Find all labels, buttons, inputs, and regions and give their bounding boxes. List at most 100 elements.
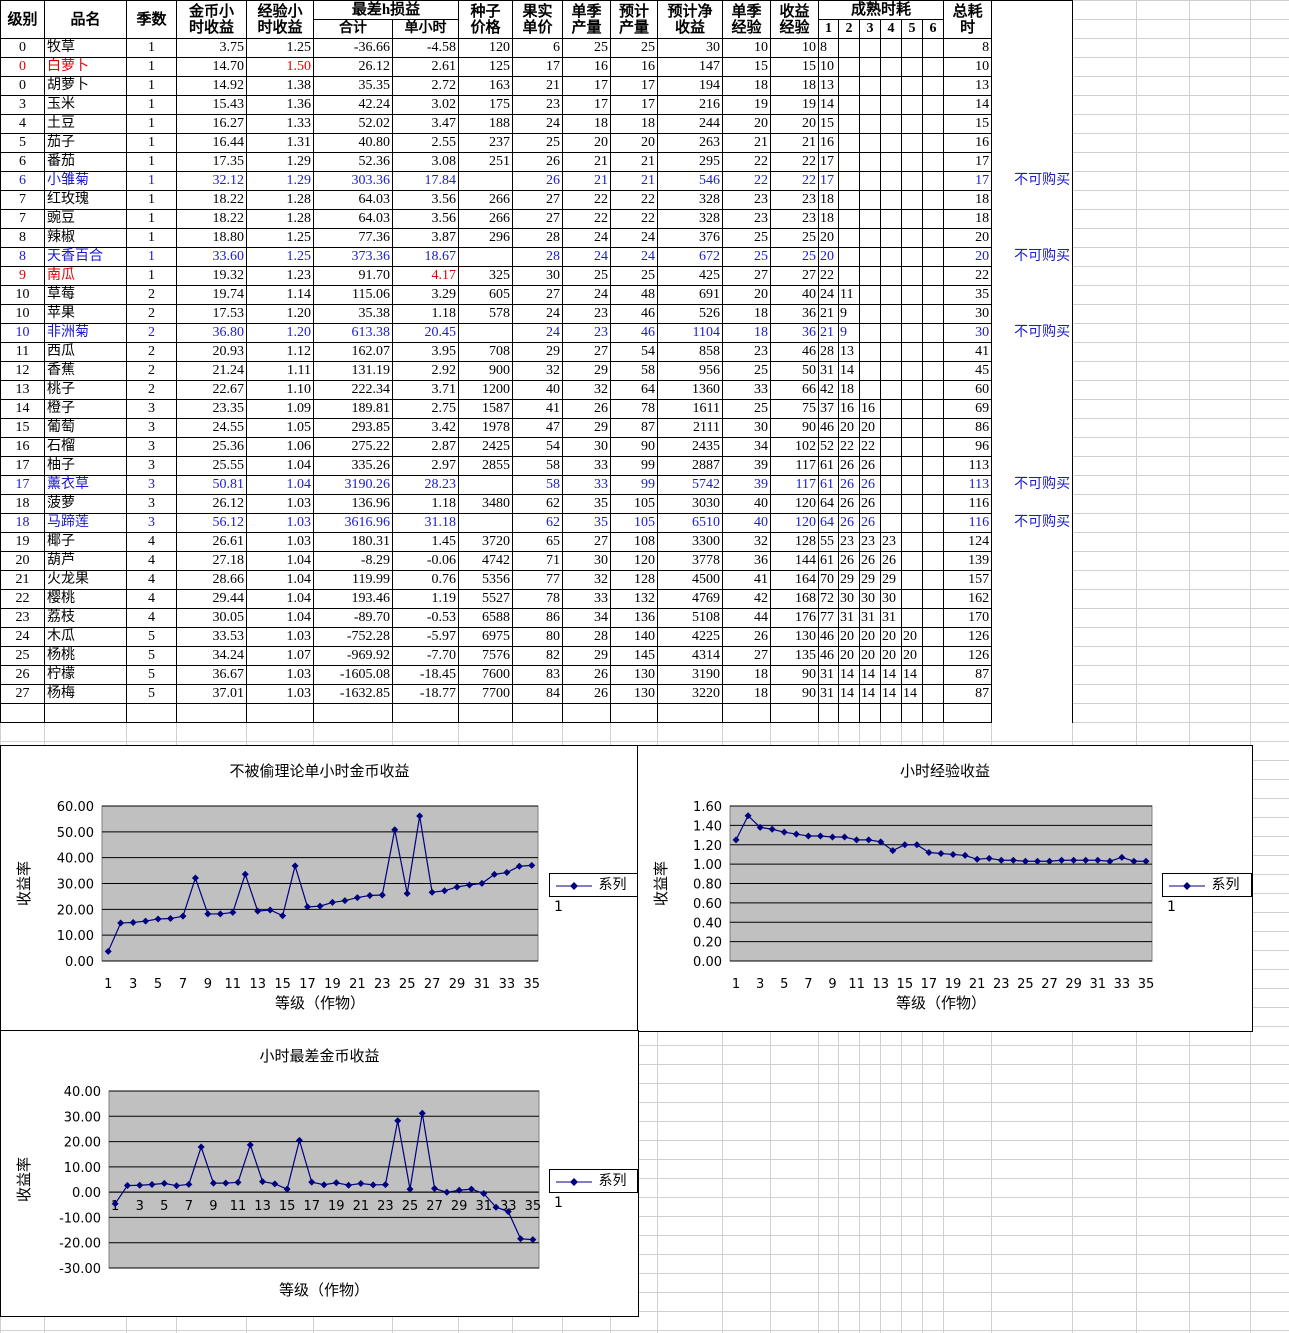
cell-est-yield[interactable]: 22 [610, 209, 658, 229]
cell-worst-hour[interactable]: 4.17 [392, 266, 459, 286]
cell-season-yield[interactable]: 29 [562, 646, 611, 666]
cell-ripen-4[interactable]: 31 [880, 608, 902, 628]
cell-name[interactable]: 茄子 [44, 133, 127, 153]
cell-worst-hour[interactable]: 3.87 [392, 228, 459, 248]
cell-seed-price[interactable] [458, 513, 513, 533]
header-worst-total[interactable]: 合计 [313, 19, 393, 39]
cell-season-exp[interactable]: 44 [722, 608, 771, 628]
cell-ripen-2[interactable] [838, 209, 860, 229]
cell-total-time[interactable]: 14 [943, 95, 993, 115]
cell-seasons[interactable]: 1 [126, 57, 177, 77]
cell-level[interactable]: 12 [0, 361, 45, 381]
cell-total-time[interactable]: 17 [943, 171, 993, 191]
cell-ripen-3[interactable] [859, 247, 881, 267]
cell-season-exp[interactable]: 18 [722, 665, 771, 685]
cell-gold-hour[interactable]: 14.92 [176, 76, 247, 96]
cell-ripen-1[interactable]: 28 [818, 342, 839, 362]
cell-ripen-1[interactable]: 31 [818, 684, 839, 704]
cell-gain-exp[interactable]: 23 [770, 209, 819, 229]
cell-seasons[interactable]: 1 [126, 152, 177, 172]
cell-ripen-2[interactable]: 11 [838, 285, 860, 305]
cell-exp-hour[interactable]: 1.06 [246, 437, 314, 457]
cell-est-net[interactable]: 6510 [657, 513, 723, 533]
cell-ripen-3[interactable] [859, 190, 881, 210]
cell-ripen-1[interactable]: 61 [818, 456, 839, 476]
cell-ripen-4[interactable] [880, 266, 902, 286]
cell-ripen-4[interactable] [880, 494, 902, 514]
cell-gain-exp[interactable]: 135 [770, 646, 819, 666]
cell-ripen-5[interactable] [901, 304, 923, 324]
cell-gold-hour[interactable]: 18.22 [176, 209, 247, 229]
cell-name[interactable]: 木瓜 [44, 627, 127, 647]
cell-seed-price[interactable]: 1587 [458, 399, 513, 419]
cell-est-net[interactable]: 546 [657, 171, 723, 191]
cell-ripen-3[interactable]: 31 [859, 608, 881, 628]
cell-fruit-price[interactable]: 58 [512, 475, 563, 495]
cell-gold-hour[interactable]: 19.74 [176, 285, 247, 305]
cell-seasons[interactable]: 3 [126, 456, 177, 476]
header-gold-hour[interactable]: 金币小 时收益 [176, 0, 247, 39]
cell-note[interactable] [991, 589, 1074, 609]
cell-season-yield[interactable]: 32 [562, 570, 611, 590]
cell-ripen-5[interactable] [901, 532, 923, 552]
cell-est-yield[interactable]: 90 [610, 437, 658, 457]
cell-season-yield[interactable]: 35 [562, 513, 611, 533]
cell-ripen-4[interactable] [880, 437, 902, 457]
cell-name[interactable]: 葡萄 [44, 418, 127, 438]
cell-season-yield[interactable]: 23 [562, 304, 611, 324]
cell-ripen-2[interactable]: 20 [838, 627, 860, 647]
cell-ripen-3[interactable]: 26 [859, 456, 881, 476]
cell-level[interactable]: 8 [0, 228, 45, 248]
cell-worst-total[interactable]: 180.31 [313, 532, 393, 552]
cell-season-exp[interactable]: 36 [722, 551, 771, 571]
cell-exp-hour[interactable]: 1.03 [246, 665, 314, 685]
cell-est-net[interactable]: 194 [657, 76, 723, 96]
cell-name[interactable]: 薰衣草 [44, 475, 127, 495]
cell-worst-hour[interactable]: 0.76 [392, 570, 459, 590]
cell-gain-exp[interactable]: 90 [770, 418, 819, 438]
cell-season-yield[interactable]: 25 [562, 266, 611, 286]
cell-worst-total[interactable]: 303.36 [313, 171, 393, 191]
cell-ripen-5[interactable] [901, 323, 923, 343]
cell-exp-hour[interactable]: 1.11 [246, 361, 314, 381]
cell-ripen-2[interactable]: 16 [838, 399, 860, 419]
cell-ripen-6[interactable] [921, 418, 945, 438]
cell-worst-hour[interactable]: 18.67 [392, 247, 459, 267]
cell-gold-hour[interactable]: 36.67 [176, 665, 247, 685]
cell-ripen-2[interactable]: 26 [838, 494, 860, 514]
cell-fruit-price[interactable]: 47 [512, 418, 563, 438]
cell-name[interactable]: 荔枝 [44, 608, 127, 628]
header-total-time[interactable]: 总耗时 [943, 0, 993, 39]
cell-ripen-2[interactable]: 13 [838, 342, 860, 362]
cell-empty[interactable] [991, 703, 1074, 723]
cell-gain-exp[interactable]: 21 [770, 133, 819, 153]
cell-note[interactable] [991, 304, 1074, 324]
cell-worst-total[interactable]: 91.70 [313, 266, 393, 286]
cell-worst-hour[interactable]: -4.58 [392, 38, 459, 58]
cell-est-yield[interactable]: 48 [610, 285, 658, 305]
cell-exp-hour[interactable]: 1.50 [246, 57, 314, 77]
cell-gold-hour[interactable]: 33.60 [176, 247, 247, 267]
chart-legend[interactable]: 系列1 [549, 873, 638, 915]
cell-ripen-3[interactable] [859, 209, 881, 229]
cell-name[interactable]: 菠萝 [44, 494, 127, 514]
cell-note[interactable] [991, 209, 1074, 229]
cell-est-yield[interactable]: 22 [610, 190, 658, 210]
cell-worst-hour[interactable]: 31.18 [392, 513, 459, 533]
cell-total-time[interactable]: 45 [943, 361, 993, 381]
cell-gain-exp[interactable]: 10 [770, 38, 819, 58]
cell-name[interactable]: 杨桃 [44, 646, 127, 666]
cell-ripen-6[interactable] [921, 380, 945, 400]
cell-gain-exp[interactable]: 66 [770, 380, 819, 400]
cell-ripen-6[interactable] [921, 95, 945, 115]
cell-gain-exp[interactable]: 46 [770, 342, 819, 362]
cell-season-exp[interactable]: 32 [722, 532, 771, 552]
cell-total-time[interactable]: 87 [943, 665, 993, 685]
cell-ripen-4[interactable] [880, 247, 902, 267]
cell-season-yield[interactable]: 16 [562, 57, 611, 77]
cell-ripen-1[interactable]: 37 [818, 399, 839, 419]
cell-ripen-2[interactable]: 22 [838, 437, 860, 457]
cell-ripen-3[interactable] [859, 133, 881, 153]
cell-ripen-2[interactable] [838, 190, 860, 210]
cell-exp-hour[interactable]: 1.28 [246, 209, 314, 229]
